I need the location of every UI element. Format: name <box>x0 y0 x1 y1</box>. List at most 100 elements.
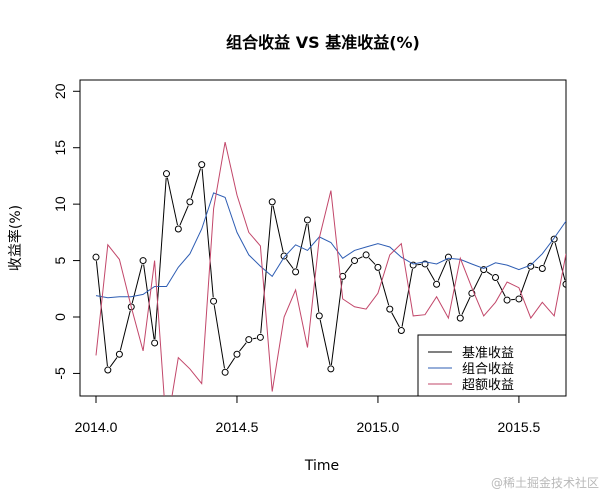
series-0-segment <box>437 260 448 281</box>
y-tick-label: -5 <box>52 367 68 380</box>
x-tick-label: 2014.5 <box>216 419 259 435</box>
series-0-segment <box>496 280 506 297</box>
legend: 基准收益 组合收益 超额收益 <box>417 334 567 397</box>
series-0-segment <box>344 263 353 274</box>
series-0 <box>92 161 566 376</box>
y-tick-label: 15 <box>52 140 68 156</box>
legend-label-excess: 超额收益 <box>462 378 514 393</box>
series-0-point <box>456 314 464 322</box>
series-0-point <box>339 272 347 280</box>
series-1 <box>95 192 566 299</box>
chart-title: 组合收益 VS 基准收益(%) <box>226 33 420 52</box>
series-0-segment <box>239 342 247 352</box>
series-0-segment <box>473 272 483 290</box>
series-0-point <box>174 225 182 233</box>
series-0-segment <box>554 242 566 281</box>
series-0-point <box>492 274 500 281</box>
series-0-point <box>550 235 558 243</box>
series-0-segment <box>201 168 214 298</box>
series-0-point <box>268 198 276 206</box>
series-0-point <box>362 251 370 259</box>
series-0-point <box>562 280 566 288</box>
x-axis: 2014.0 2014.5 2015.0 2015.5 <box>75 396 541 435</box>
y-tick-label: 0 <box>52 313 68 321</box>
series-0-segment <box>190 168 201 199</box>
series-0-point <box>162 170 170 178</box>
x-tick-label: 2015.5 <box>498 419 541 435</box>
watermark: @稀土掘金技术社区 <box>490 476 599 490</box>
series-0-segment <box>391 312 400 328</box>
series-0-segment <box>260 205 273 334</box>
series-0-point <box>421 260 429 268</box>
legend-label-portfolio: 组合收益 <box>462 362 514 377</box>
series-0-point <box>280 252 288 260</box>
y-axis: -5 0 5 10 15 20 <box>52 83 80 380</box>
x-axis-label: Time <box>304 458 339 474</box>
series-0-segment <box>357 256 363 260</box>
series-0-point <box>151 339 159 347</box>
series-0-point <box>468 289 476 297</box>
series-0-segment <box>154 177 167 340</box>
series-0-point <box>433 280 441 288</box>
series-0-segment <box>166 177 178 226</box>
y-tick-label: 10 <box>52 196 68 212</box>
series-0-segment <box>319 319 331 366</box>
series-0-point <box>503 296 511 304</box>
series-0-segment <box>226 357 236 370</box>
plot-frame <box>79 79 567 397</box>
series-0-segment <box>401 268 413 327</box>
series-0-segment <box>368 257 376 265</box>
series-0-point <box>515 295 523 303</box>
series-0-point <box>303 216 311 224</box>
series-0-segment <box>378 271 390 306</box>
series-0-segment <box>179 205 189 226</box>
y-axis-label: 收益率(%) <box>7 205 24 271</box>
series-0-point <box>315 312 323 320</box>
series-0-point <box>139 257 147 265</box>
series-0-segment <box>307 223 320 312</box>
series-2 <box>95 141 566 396</box>
series-0-segment <box>330 280 343 366</box>
legend-label-benchmark: 基准收益 <box>462 346 514 361</box>
series-0-point <box>92 253 100 261</box>
series-0-segment <box>426 267 436 282</box>
series-0-point <box>409 261 417 269</box>
series-1-line <box>95 192 566 299</box>
series-0-segment <box>213 305 225 369</box>
series-0-point <box>386 305 394 313</box>
series-0-point <box>245 336 253 344</box>
series-0-point <box>127 303 135 311</box>
series-0-point <box>327 365 335 373</box>
series-layer <box>92 141 566 396</box>
series-0-segment <box>119 310 131 351</box>
series-0-point <box>210 297 218 305</box>
y-tick-label: 5 <box>52 256 68 264</box>
series-0-point <box>115 350 123 358</box>
series-0-segment <box>109 357 118 368</box>
series-0-segment <box>543 242 554 265</box>
series-0-point <box>351 257 359 265</box>
series-0-point <box>104 366 112 374</box>
series-0-segment <box>534 266 539 269</box>
series-0-segment <box>286 258 294 269</box>
y-tick-label: 20 <box>52 83 68 99</box>
series-0-segment <box>131 264 143 304</box>
series-0-point <box>397 327 405 335</box>
series-0-point <box>538 264 546 272</box>
series-0-segment <box>272 205 284 253</box>
series-0-point <box>221 368 229 376</box>
series-0-point <box>292 268 300 276</box>
series-0-point <box>256 333 264 341</box>
series-0-point <box>480 266 488 274</box>
series-0-point <box>186 198 194 206</box>
series-0-point <box>374 263 382 271</box>
series-0-segment <box>296 223 308 269</box>
series-0-segment <box>95 261 108 367</box>
series-0-point <box>198 161 206 169</box>
series-0-segment <box>486 271 493 276</box>
series-0-segment <box>461 296 471 315</box>
legend-box <box>417 334 567 397</box>
x-tick-label: 2015.0 <box>357 419 400 435</box>
series-0-point <box>233 350 241 358</box>
